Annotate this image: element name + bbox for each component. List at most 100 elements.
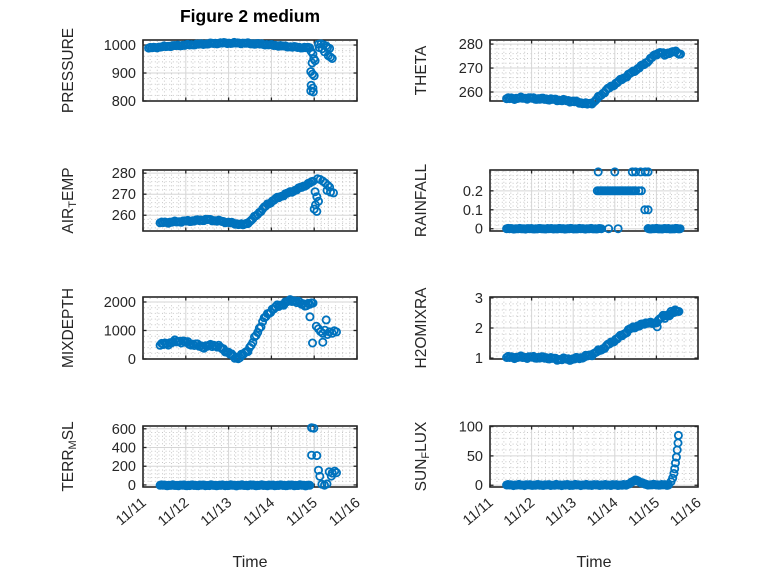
data-marker (671, 458, 681, 468)
x-tick-label: 11/12 (155, 495, 192, 530)
y-tick-label: 2000 (104, 295, 136, 311)
y-tick-label: 0 (128, 352, 136, 368)
data-marker (307, 69, 317, 79)
subplot-air-temp: 260 270 280 AIRTEMP (60, 166, 358, 234)
markers (502, 430, 683, 491)
y-tick-label: 1000 (104, 38, 136, 54)
data-marker (675, 224, 685, 234)
data-marker (673, 430, 683, 440)
data-marker (305, 312, 315, 322)
data-marker (328, 188, 338, 198)
data-marker (322, 479, 332, 489)
data-marker (669, 468, 679, 478)
y-axis-label: THETA (413, 45, 430, 95)
y-axis-label: RAINFALL (413, 164, 430, 238)
data-marker (325, 52, 335, 62)
markers (144, 37, 337, 97)
data-marker (309, 71, 319, 81)
data-marker (660, 313, 670, 323)
y-tick-label: 2 (475, 321, 483, 337)
x-tick-label: 11/15 (626, 495, 663, 530)
x-tick-label: 11/14 (241, 495, 278, 530)
data-marker (604, 224, 614, 234)
y-tick-label: 280 (459, 37, 483, 53)
data-marker (670, 305, 680, 315)
x-axis-label-left: Time (232, 554, 268, 571)
y-tick-label: 100 (459, 420, 483, 436)
y-axis-label: PRESSURE (60, 28, 77, 113)
data-marker (627, 167, 637, 177)
subplot-sun-flux: 0 50 100 11/11 11/12 11/13 11/14 11/15 11/16 SUNF… (413, 420, 705, 530)
data-marker (307, 338, 317, 348)
data-marker (309, 423, 319, 433)
data-marker (305, 480, 315, 490)
markers (155, 295, 341, 364)
markers (155, 423, 341, 491)
y-axis-label: TERRMSL (60, 421, 79, 492)
y-tick-label: 0 (128, 478, 136, 494)
x-axis-label-right: Time (576, 554, 612, 571)
y-tick-label: 1 (475, 351, 483, 367)
figure-title: Figure 2 medium (179, 6, 321, 26)
y-tick-label: 1000 (104, 323, 136, 339)
subplot-pressure: 800 900 1000 PRESSURE (60, 28, 358, 113)
data-marker (256, 322, 266, 332)
data-marker (312, 206, 322, 216)
data-marker (326, 471, 336, 481)
x-tick-label: 11/14 (584, 495, 621, 530)
data-marker (643, 167, 653, 177)
data-marker (248, 337, 258, 347)
data-marker (636, 186, 646, 196)
data-marker (308, 87, 318, 97)
y-axis-label: AIRTEMP (60, 167, 79, 233)
y-tick-label: 0 (475, 222, 483, 238)
data-marker (310, 187, 320, 197)
x-tick-label: 11/13 (198, 495, 235, 530)
x-tick-label: 11/16 (326, 495, 363, 530)
data-marker (308, 298, 318, 308)
x-tick-label: 11/12 (501, 495, 538, 530)
y-tick-label: 270 (112, 187, 136, 203)
y-axis-label: SUNFLUX (413, 421, 432, 491)
data-marker (312, 451, 322, 461)
y-tick-label: 50 (467, 449, 483, 465)
y-tick-label: 3 (475, 291, 483, 307)
y-tick-label: 0 (475, 478, 483, 494)
tick-marks (142, 297, 358, 360)
y-tick-label: 200 (112, 459, 136, 475)
y-tick-label: 400 (112, 441, 136, 457)
subplot-terr-msl: 0 200 400 600 11/11 11/12 11/13 11/14 11/15 11/16… (60, 421, 364, 530)
data-marker (321, 315, 331, 325)
subplot-mixdepth: 0 1000 2000 MIXDEPTH (60, 288, 358, 368)
y-tick-label: 280 (112, 166, 136, 182)
x-tick-label: 11/15 (284, 495, 321, 530)
data-marker (327, 54, 337, 64)
data-marker (610, 167, 620, 177)
y-tick-label: 800 (112, 94, 136, 110)
data-marker (307, 58, 317, 68)
y-tick-label: 900 (112, 66, 136, 82)
data-marker (666, 306, 676, 316)
x-tick-label: 11/16 (667, 495, 704, 530)
data-marker (593, 167, 603, 177)
data-marker (652, 322, 662, 332)
y-tick-label: 260 (459, 85, 483, 101)
data-marker (315, 471, 325, 481)
markers (502, 46, 686, 109)
data-marker (307, 450, 317, 460)
markers (502, 305, 684, 365)
data-marker (613, 224, 623, 234)
y-axis-label: H2OMIXRA (413, 287, 430, 369)
data-marker (254, 323, 264, 333)
data-marker (670, 464, 680, 474)
y-tick-label: 0.2 (463, 184, 483, 200)
data-marker (640, 205, 650, 215)
data-marker (631, 167, 641, 177)
subplot-theta: 260 270 280 THETA (413, 37, 699, 109)
data-marker (312, 192, 322, 202)
data-marker (676, 49, 686, 59)
data-marker (643, 205, 653, 215)
data-marker (668, 473, 678, 483)
y-tick-label: 270 (459, 61, 483, 77)
